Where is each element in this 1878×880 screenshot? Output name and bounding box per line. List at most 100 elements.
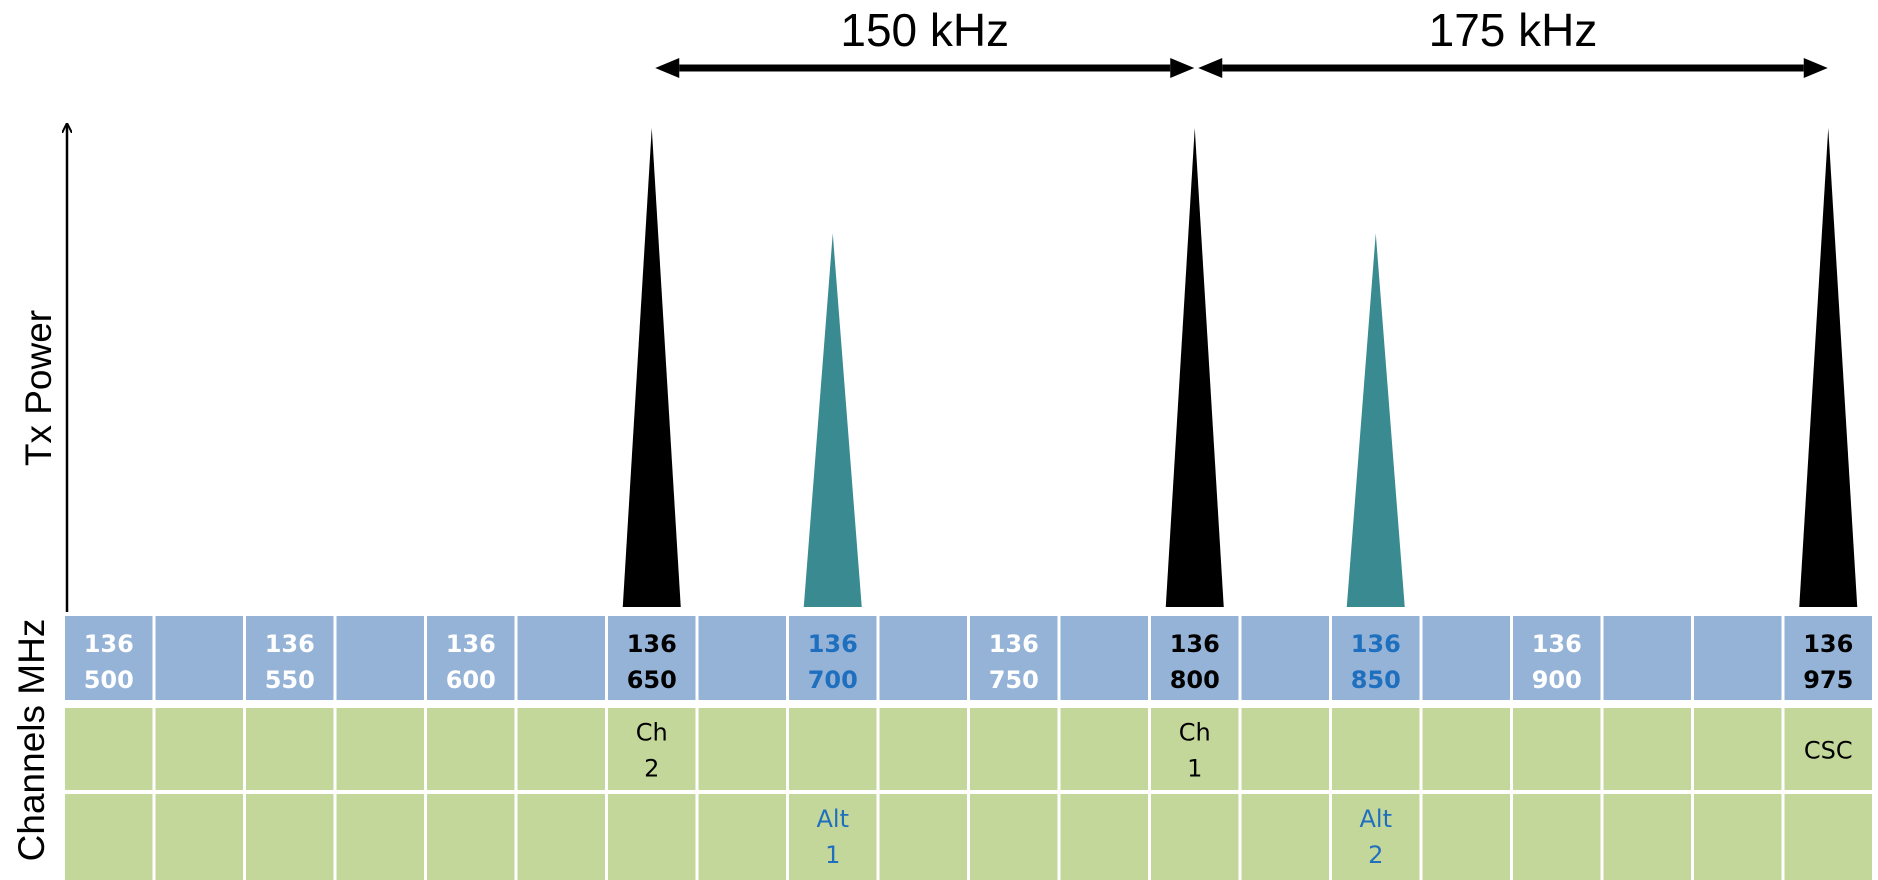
alternate-channel-cell	[427, 794, 515, 880]
frequency-cell	[1060, 616, 1148, 700]
frequency-label-line2: 975	[1803, 666, 1853, 694]
alternate-channel-cell	[1422, 794, 1510, 880]
frequency-label-line2: 700	[808, 666, 858, 694]
alternate-channel-cell	[608, 794, 696, 880]
primary-carrier-peak	[1165, 128, 1224, 607]
frequency-cell	[1603, 616, 1691, 700]
frequency-label-line2: 900	[1532, 666, 1582, 694]
primary-channel-cell	[517, 708, 605, 790]
primary-channel-cell	[879, 708, 967, 790]
alternate-channel-cell	[1241, 794, 1329, 880]
frequency-label-line1: 136	[808, 630, 858, 658]
primary-channel-cell	[155, 708, 243, 790]
frequency-label-line1: 136	[265, 630, 315, 658]
alternate-channel-cell	[246, 794, 334, 880]
frequency-cell	[970, 616, 1058, 700]
span-label: 150 kHz	[840, 4, 1009, 56]
frequency-label-line2: 550	[265, 666, 315, 694]
primary-carrier-peak	[622, 128, 681, 607]
tx-power-axis: Tx Power Channels MHz	[11, 124, 67, 861]
frequency-label-line1: 136	[1170, 630, 1220, 658]
alternate-channel-label: 1	[825, 841, 840, 869]
frequency-cell	[336, 616, 424, 700]
frequency-cell	[517, 616, 605, 700]
alternate-channel-cell	[1513, 794, 1601, 880]
alternate-channel-cell	[65, 794, 153, 880]
primary-channel-cell	[1784, 708, 1872, 790]
span-arrow-head-left	[655, 58, 680, 78]
alternate-channel-cell	[155, 794, 243, 880]
frequency-cell	[1151, 616, 1239, 700]
frequency-label-line2: 850	[1351, 666, 1401, 694]
frequency-label-line1: 136	[1532, 630, 1582, 658]
frequency-label-line2: 500	[84, 666, 134, 694]
primary-carrier-peak	[1799, 128, 1858, 607]
tx-power-axis-title: Tx Power	[18, 310, 59, 466]
span-arrow-head-left	[1198, 58, 1223, 78]
frequency-label-line1: 136	[84, 630, 134, 658]
alternate-carrier-peak	[1346, 233, 1405, 607]
frequency-cell	[1422, 616, 1510, 700]
frequency-cell	[155, 616, 243, 700]
frequency-label-line1: 136	[989, 630, 1039, 658]
span-arrow-head-right	[1803, 58, 1828, 78]
frequency-label-line1: 136	[1803, 630, 1853, 658]
span-label: 175 kHz	[1429, 4, 1598, 56]
primary-channel-label: CSC	[1804, 737, 1853, 765]
channel-grid: 136 500 136 550 136 600 136 650 136 700 136 750 136 8…	[65, 616, 1872, 880]
primary-channel-cell	[427, 708, 515, 790]
frequency-cell	[1694, 616, 1782, 700]
frequency-label-line2: 600	[446, 666, 496, 694]
frequency-cell	[1241, 616, 1329, 700]
primary-channel-cell	[1332, 708, 1420, 790]
primary-channel-label: 1	[1187, 755, 1202, 783]
alternate-channel-label: Alt	[817, 805, 850, 833]
frequency-label-line2: 750	[989, 666, 1039, 694]
alternate-channel-label: 2	[1368, 841, 1383, 869]
alternate-channel-cell	[789, 794, 877, 880]
alternate-channel-cell	[1332, 794, 1420, 880]
frequency-cell	[427, 616, 515, 700]
frequency-label-line1: 136	[446, 630, 496, 658]
primary-channel-cell	[1422, 708, 1510, 790]
alternate-channel-cell	[1060, 794, 1148, 880]
primary-channel-cell	[698, 708, 786, 790]
primary-channel-cell	[1060, 708, 1148, 790]
primary-channel-cell	[246, 708, 334, 790]
primary-channel-cell	[1694, 708, 1782, 790]
primary-channel-cell	[1241, 708, 1329, 790]
frequency-label-line1: 136	[1351, 630, 1401, 658]
alternate-channel-cell	[1603, 794, 1691, 880]
alternate-channel-cell	[1784, 794, 1872, 880]
frequency-cell	[698, 616, 786, 700]
span-arrow-head-right	[1170, 58, 1195, 78]
frequency-label-line2: 800	[1170, 666, 1220, 694]
frequency-cell	[879, 616, 967, 700]
channels-row-title: Channels MHz	[11, 619, 52, 862]
frequency-cell	[1784, 616, 1872, 700]
frequency-cell	[1513, 616, 1601, 700]
primary-channel-label: Ch	[1179, 719, 1211, 747]
frequency-cell	[608, 616, 696, 700]
alternate-channel-cell	[1151, 794, 1239, 880]
primary-channel-cell	[1603, 708, 1691, 790]
primary-channel-cell	[608, 708, 696, 790]
primary-channel-cell	[1151, 708, 1239, 790]
alternate-channel-cell	[336, 794, 424, 880]
primary-channel-cell	[1513, 708, 1601, 790]
frequency-cell	[1332, 616, 1420, 700]
alternate-carrier-peak	[803, 233, 862, 607]
alternate-channel-cell	[1694, 794, 1782, 880]
alternate-channel-cell	[698, 794, 786, 880]
frequency-cell	[65, 616, 153, 700]
frequency-label-line2: 650	[627, 666, 677, 694]
alternate-channel-cell	[879, 794, 967, 880]
frequency-label-line1: 136	[627, 630, 677, 658]
primary-channel-label: Ch	[636, 719, 668, 747]
primary-channel-cell	[789, 708, 877, 790]
alternate-channel-cell	[970, 794, 1058, 880]
primary-channel-cell	[336, 708, 424, 790]
primary-channel-cell	[65, 708, 153, 790]
carrier-peaks	[622, 128, 1858, 607]
